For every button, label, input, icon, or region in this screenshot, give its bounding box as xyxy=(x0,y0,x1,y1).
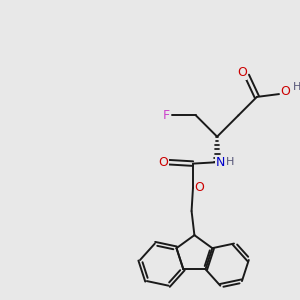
Text: N: N xyxy=(216,156,225,169)
Text: O: O xyxy=(237,66,247,79)
Text: H: H xyxy=(293,82,300,92)
Text: O: O xyxy=(194,181,204,194)
Text: O: O xyxy=(158,156,168,169)
Text: H: H xyxy=(226,157,234,167)
Text: O: O xyxy=(280,85,290,98)
Text: F: F xyxy=(163,109,170,122)
